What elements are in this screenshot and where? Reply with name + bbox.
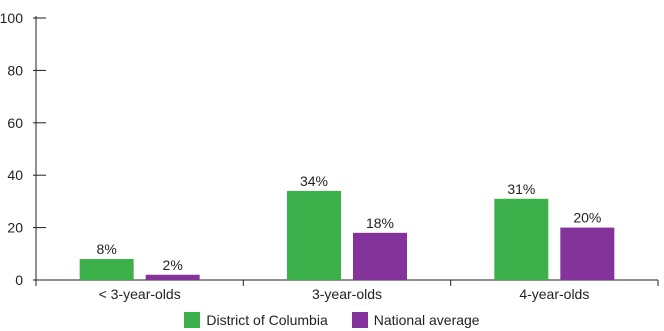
y-tick-label: 80: [7, 62, 23, 78]
legend-item-district-of-columbia: District of Columbia: [184, 312, 328, 328]
x-tick-label: < 3-year-olds: [99, 286, 181, 302]
bar-district-of-columbia-3-year-olds: [79, 259, 134, 280]
bar-national-average-4-year-olds: [560, 227, 615, 280]
data-label-district-of-columbia-3-year-olds: 8%: [97, 241, 117, 257]
x-tick-label: 3-year-olds: [312, 286, 382, 302]
data-labels: 8% 2% 34% 18% 31% 20%: [97, 173, 602, 273]
legend-label-national-average: National average: [373, 312, 480, 328]
y-axis: 0 20 40 60 80 100: [0, 10, 46, 288]
data-label-national-average-4-year-olds: 20%: [573, 210, 601, 226]
legend: District of Columbia National average: [0, 310, 664, 330]
bar-national-average-3-year-olds: [145, 274, 200, 280]
y-tick-label: 100: [0, 10, 23, 26]
x-axis: < 3-year-olds 3-year-olds 4-year-olds: [35, 279, 659, 302]
legend-swatch-district-of-columbia: [184, 312, 201, 328]
y-tick-label: 60: [7, 115, 23, 131]
y-tick-label: 40: [7, 167, 23, 183]
bar-district-of-columbia-3-year-olds: [287, 190, 341, 280]
legend-item-national-average: National average: [351, 312, 480, 328]
legend-swatch-national-average: [351, 312, 368, 328]
data-label-district-of-columbia-4-year-olds: 31%: [507, 181, 535, 197]
data-label-national-average-3-year-olds: 18%: [366, 215, 394, 231]
bar-district-of-columbia-4-year-olds: [494, 198, 549, 280]
data-label-national-average-3-year-olds: 2%: [163, 257, 183, 273]
legend-label-district-of-columbia: District of Columbia: [206, 312, 328, 328]
data-label-district-of-columbia-3-year-olds: 34%: [300, 173, 328, 189]
y-tick-label: 20: [7, 220, 23, 236]
bars: [79, 190, 615, 280]
x-tick-label: 4-year-olds: [519, 286, 589, 302]
y-tick-label: 0: [15, 272, 23, 288]
bar-national-average-3-year-olds: [353, 232, 407, 280]
